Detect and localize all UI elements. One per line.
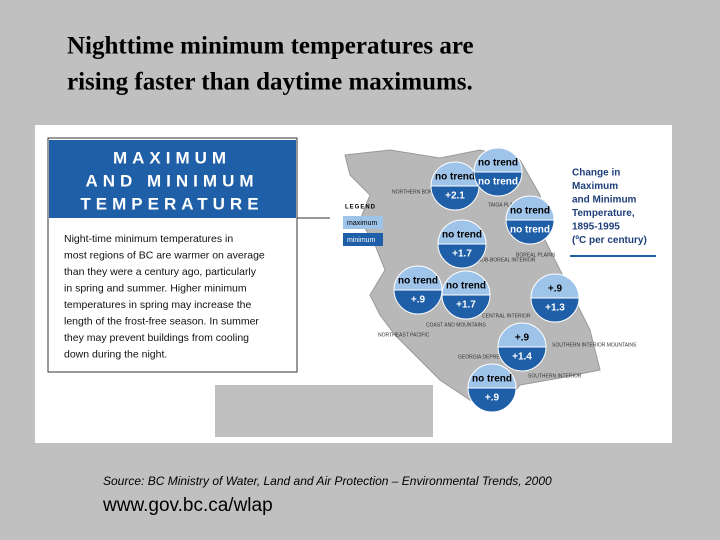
bubble-max-label: no trend — [446, 281, 486, 292]
bubble-max-label: no trend — [442, 230, 482, 241]
slide-title: Nighttime minimum temperatures are — [67, 33, 474, 60]
bubble-max — [441, 270, 491, 296]
map-title: Maximum — [572, 181, 618, 192]
source: Source: BC Ministry of Water, Land and A… — [103, 474, 552, 488]
bubble-max — [505, 195, 555, 221]
bubble-min — [497, 346, 547, 372]
bubble-min — [441, 294, 491, 320]
bubble-max-label: +.9 — [548, 284, 563, 295]
bubble-min-label: +1.7 — [452, 249, 472, 260]
bubble-min — [530, 297, 580, 323]
bubble-min — [393, 289, 443, 315]
bubble-max-label: no trend — [510, 206, 550, 217]
map-title: and Minimum — [572, 195, 637, 206]
map-title: 1895-1995 — [572, 222, 620, 233]
bubble-max-label: +.9 — [515, 333, 530, 344]
bubble-min — [437, 243, 487, 269]
url: www.gov.bc.ca/wlap — [102, 495, 273, 516]
bubble-max-label: no trend — [472, 374, 512, 385]
region-label: SOUTHERN INTERIOR — [528, 373, 582, 379]
info-heading: TEMPERATURE — [80, 194, 263, 213]
bubble-min — [505, 219, 555, 245]
info-text: Night-time minimum temperatures in — [64, 233, 233, 245]
info-text: temperatures in spring may increase the — [64, 299, 251, 311]
bubble-min-label: +.9 — [411, 295, 426, 306]
region-label: CENTRAL INTERIOR — [482, 313, 531, 319]
bubble-min-label: +.9 — [485, 393, 500, 404]
info-text: they may prevent buildings from cooling — [64, 332, 249, 344]
map-title: Temperature, — [572, 208, 635, 219]
bubble-min-label: +1.4 — [512, 352, 532, 363]
legend-swatch-min — [343, 233, 383, 246]
legend-label: minimum — [347, 237, 376, 244]
legend-swatch-max — [343, 216, 383, 229]
info-text: most regions of BC are warmer on average — [64, 249, 265, 261]
region-label: SUB-BOREAL INTERIOR — [478, 257, 536, 263]
region-label: BOREAL PLAINS — [516, 252, 556, 258]
region-label: GEORGIA DEPRESSION — [458, 354, 516, 360]
bubble-min — [430, 185, 480, 211]
bubble-min-label: no trend — [478, 177, 518, 188]
map-title: Change in — [572, 168, 620, 179]
info-text: length of the frost-free season. In summ… — [64, 315, 259, 327]
info-text: in spring and summer. Higher minimum — [64, 282, 247, 294]
bubble-max-label: no trend — [435, 172, 475, 183]
bubble-min — [467, 387, 517, 413]
bubble-min — [473, 171, 523, 197]
region-label: TAIGA PLAINS — [488, 202, 522, 208]
bubble-min-label: +1.7 — [456, 300, 476, 311]
region-label: COAST AND MOUNTAINS — [426, 322, 486, 328]
bubble-min-label: +2.1 — [445, 191, 465, 202]
info-text: down during the night. — [64, 348, 167, 360]
bubble-max — [473, 147, 523, 173]
bubble-min-label: no trend — [510, 225, 550, 236]
bubble-max-label: no trend — [398, 276, 438, 287]
info-header — [49, 140, 296, 218]
bubble-min-label: +1.3 — [545, 303, 565, 314]
bubble-max-label: no trend — [478, 158, 518, 169]
bubble-max — [467, 363, 517, 389]
info-heading: MAXIMUM — [113, 148, 231, 167]
slide-title: rising faster than daytime maximums. — [67, 69, 473, 96]
info-text: than they were a century ago, particular… — [64, 266, 257, 278]
gray-block — [215, 385, 433, 437]
region-label: SOUTHERN INTERIOR MOUNTAINS — [552, 342, 637, 348]
region-label: NORTHEAST PACIFIC — [378, 332, 430, 338]
legend-label: maximum — [347, 220, 378, 227]
bubble-max — [437, 219, 487, 245]
bubble-max — [393, 265, 443, 291]
bubble-max — [497, 322, 547, 348]
legend-title: LEGEND — [345, 205, 376, 211]
bubble-max — [530, 273, 580, 299]
map-title: (ºC per century) — [572, 235, 647, 246]
info-heading: AND MINIMUM — [85, 171, 258, 190]
